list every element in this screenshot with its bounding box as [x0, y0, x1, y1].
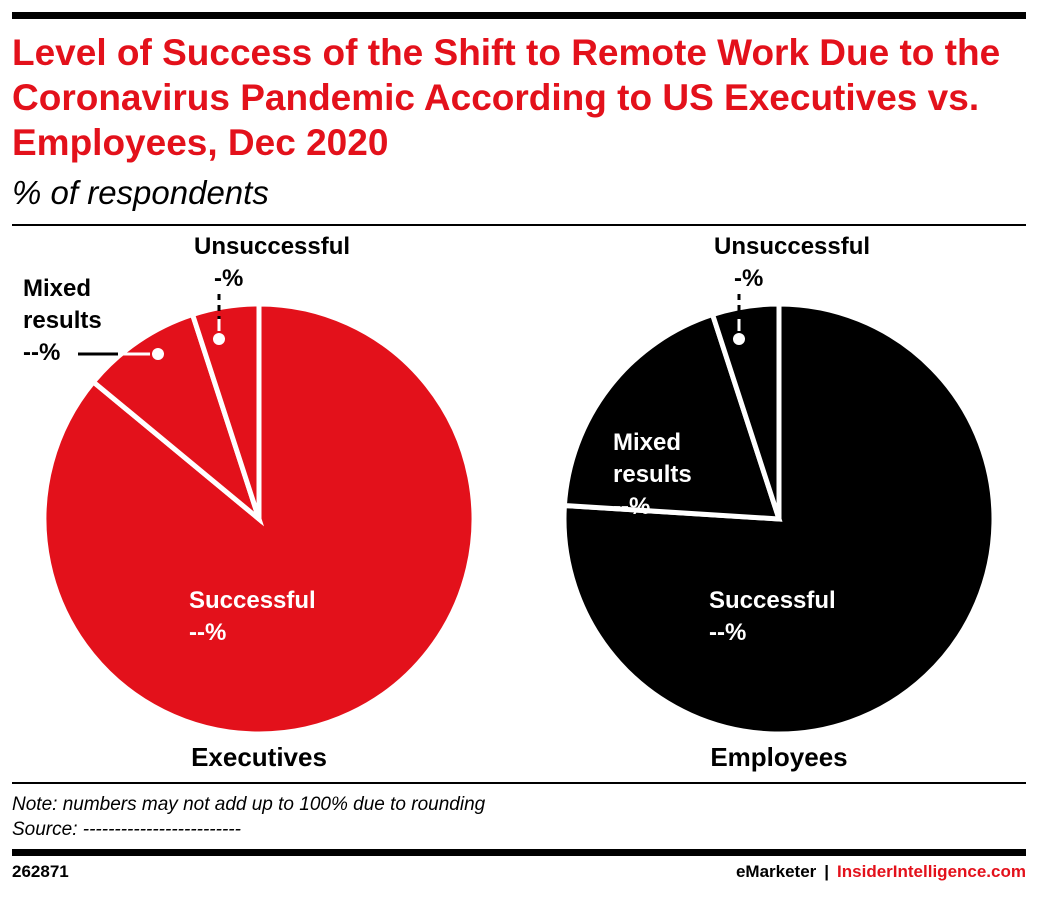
brand-separator: |: [824, 862, 830, 881]
brand-footer: eMarketer | InsiderIntelligence.com: [736, 862, 1026, 882]
source-text: Source: -------------------------: [12, 819, 241, 840]
slice-value-employees-unsuccessful: -%: [734, 265, 763, 292]
slice-label-executives-mixed-results: Mixed results --%: [23, 275, 102, 366]
brand-emarketer: eMarketer: [735, 862, 817, 881]
note-text: Note: numbers may not add up to 100% due…: [12, 794, 486, 815]
pie-title-employees: Employees: [710, 742, 847, 772]
pie-title-executives: Executives: [191, 742, 327, 772]
leader-dot-executives-unsuccessful: [213, 333, 225, 345]
leader-dot-employees-unsuccessful: [733, 333, 745, 345]
slice-value-executives-unsuccessful: -%: [214, 265, 243, 292]
header-divider: [12, 224, 1026, 226]
pie-slice-employees-mixed-results: [561, 311, 783, 522]
pie-slice-executives-unsuccessful: [189, 301, 262, 520]
pie-charts: Successful --% Unsuccessful -% Mixed results -…: [23, 233, 997, 772]
bottom-rule: [12, 849, 1026, 856]
chart-title: Level of Success of the Shift to Remote …: [12, 32, 1001, 163]
footnote-divider: [12, 782, 1026, 784]
pie-slice-employees-unsuccessful: [709, 301, 782, 520]
slice-label-employees-successful: Successful --%: [709, 587, 836, 646]
chart-id: 262871: [12, 862, 69, 881]
leader-dot-executives-mixed-results: [152, 348, 164, 360]
brand-site: InsiderIntelligence.com: [837, 862, 1026, 881]
chart-subtitle: % of respondents: [12, 174, 269, 211]
footnote: Note: numbers may not add up to 100% due…: [12, 792, 485, 842]
slice-label-employees-unsuccessful: Unsuccessful: [714, 233, 870, 260]
slice-label-executives-successful: Successful --%: [189, 587, 316, 646]
pie-slice-executives-mixed-results: [89, 311, 265, 527]
slice-label-executives-unsuccessful: Unsuccessful: [194, 233, 350, 260]
slice-label-employees-mixed-results: Mixed results --%: [613, 429, 692, 520]
top-rule: [12, 12, 1026, 19]
